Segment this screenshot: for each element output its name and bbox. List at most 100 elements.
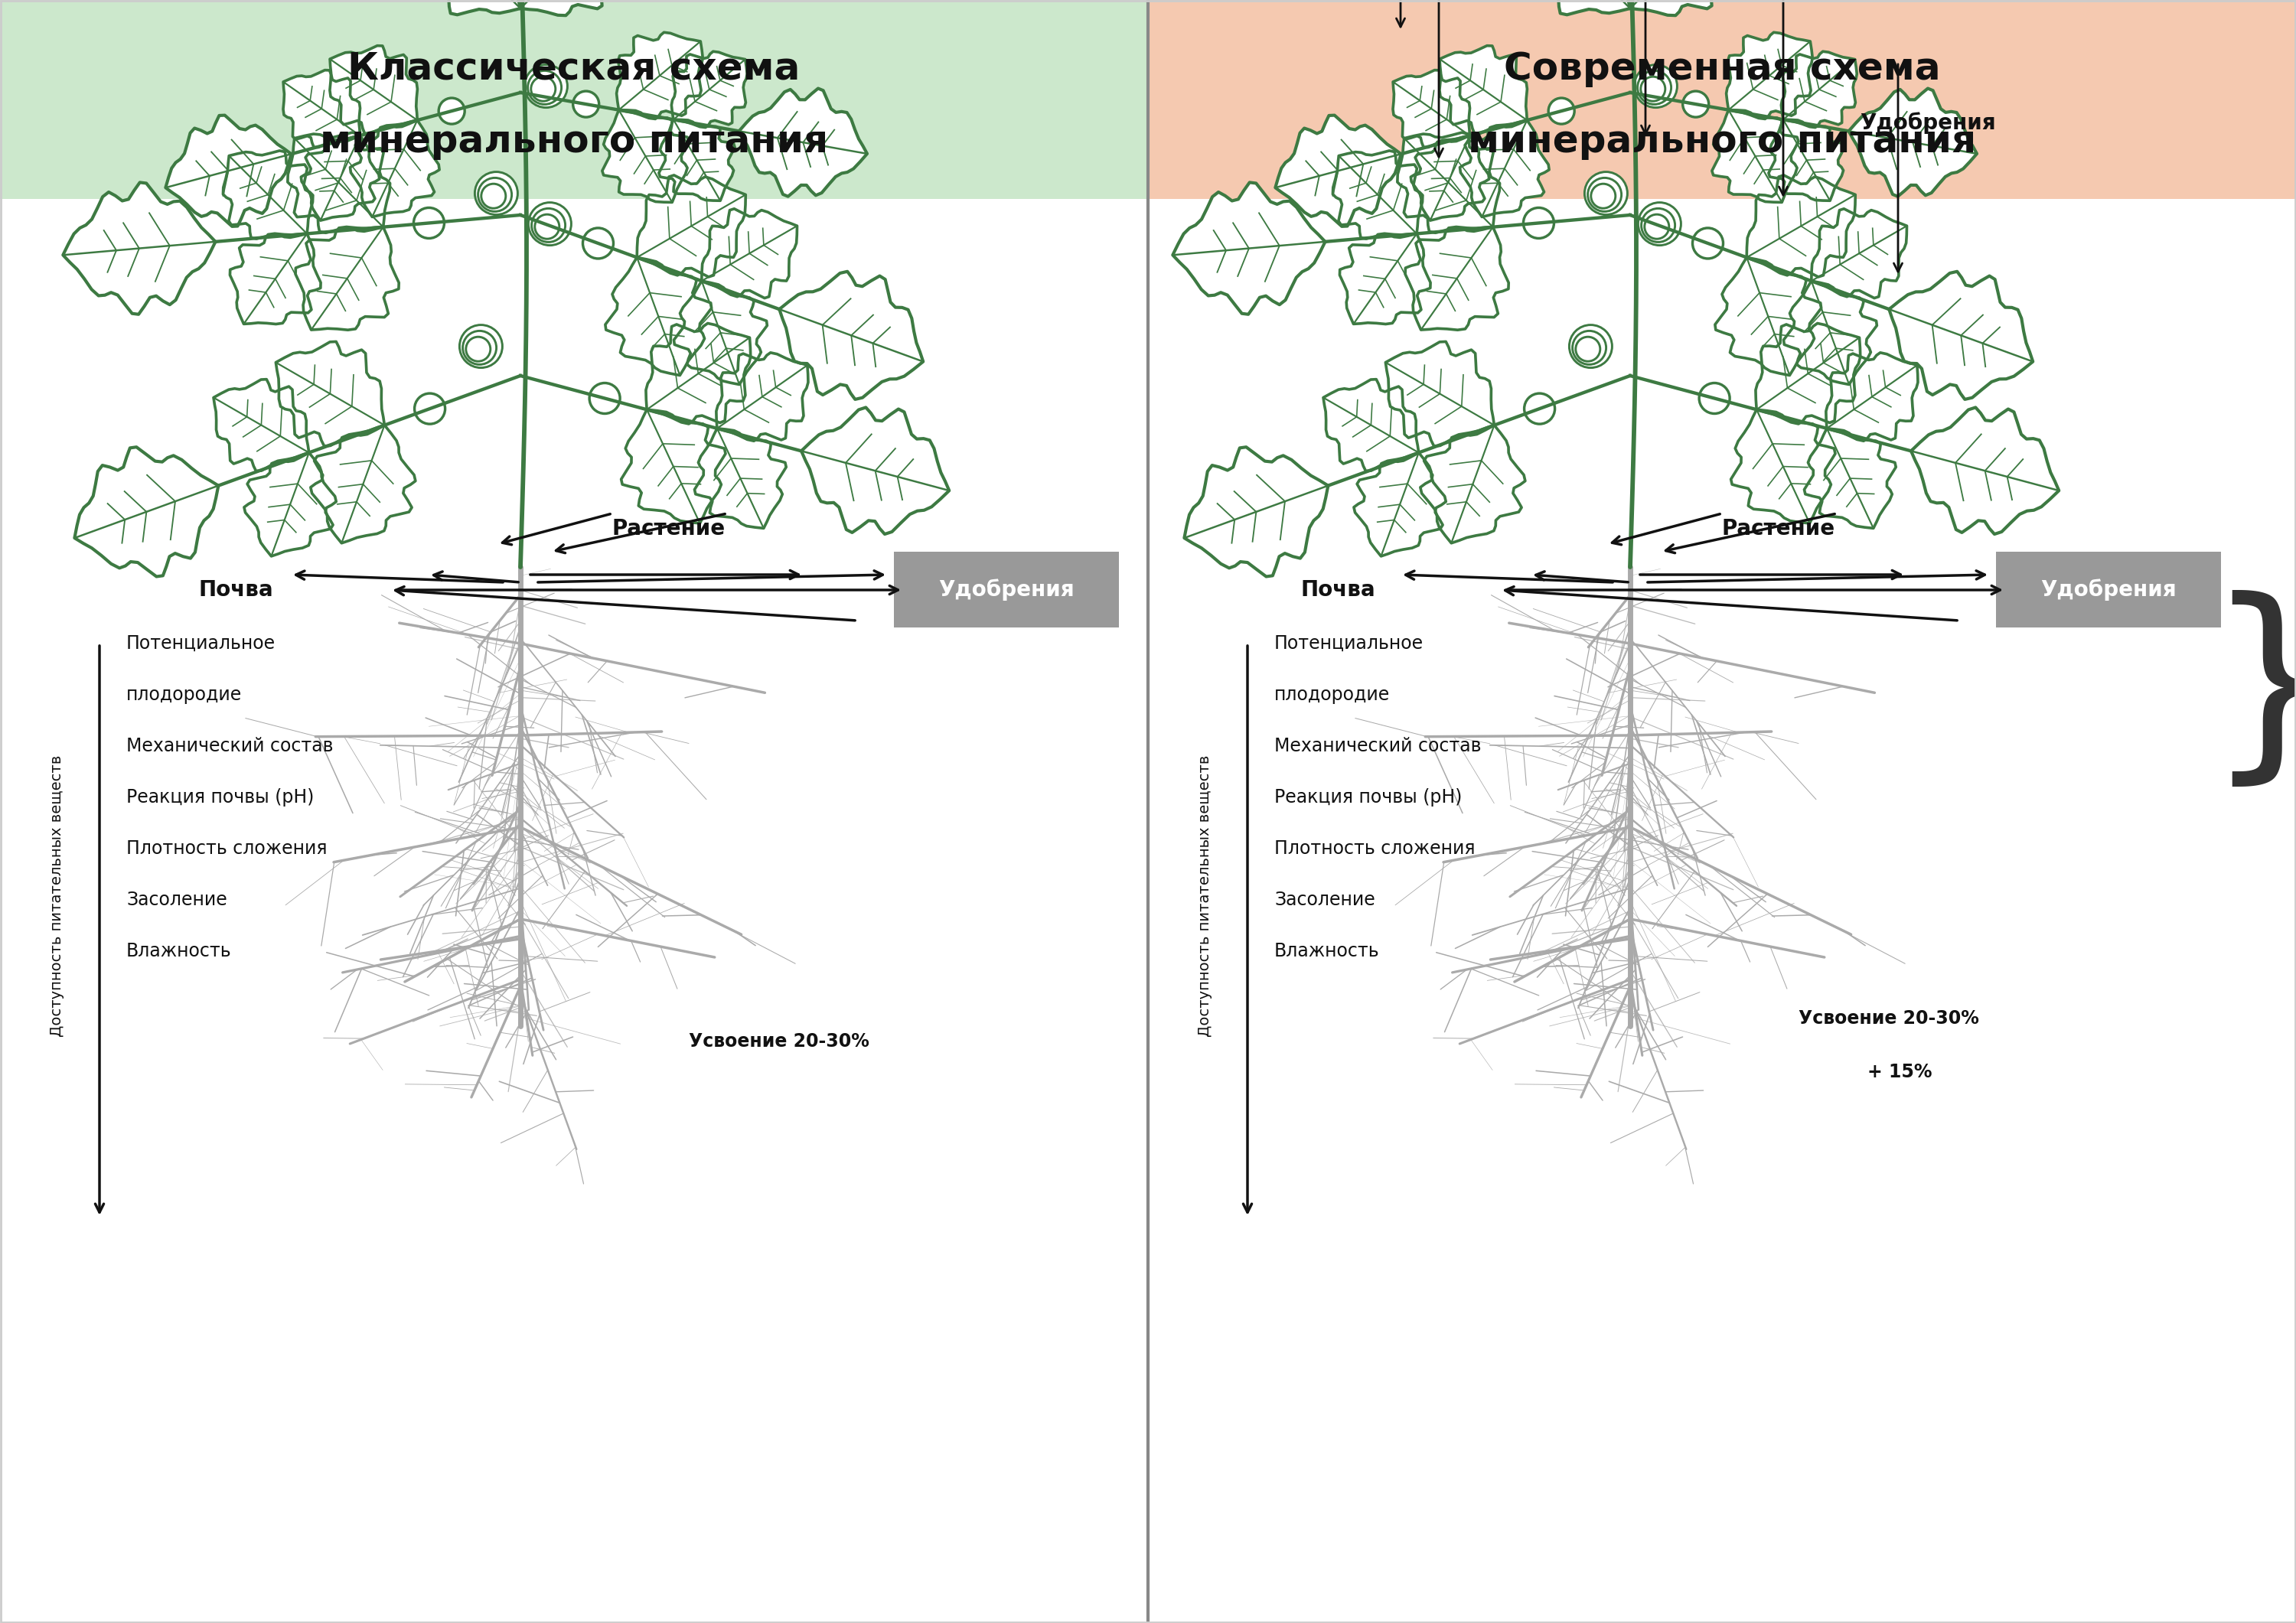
Polygon shape (602, 110, 689, 203)
Circle shape (530, 76, 556, 101)
Polygon shape (1405, 227, 1508, 329)
Polygon shape (1727, 32, 1812, 118)
Circle shape (1589, 179, 1621, 211)
Text: Удобрения: Удобрения (939, 579, 1075, 601)
Circle shape (583, 227, 613, 258)
Text: Доступность питательных веществ: Доступность питательных веществ (51, 755, 64, 1037)
Text: Засоление: Засоление (126, 891, 227, 909)
Polygon shape (223, 151, 312, 239)
Text: + 15%: + 15% (1867, 1063, 1933, 1081)
Polygon shape (1274, 115, 1401, 226)
Polygon shape (1398, 133, 1499, 232)
Text: минерального питания: минерального питания (1467, 123, 1977, 161)
Polygon shape (1421, 425, 1525, 544)
Text: Усвоение 20-30%: Усвоение 20-30% (1798, 1010, 1979, 1027)
Polygon shape (801, 407, 948, 534)
Text: Потенциальное: Потенциальное (1274, 635, 1424, 652)
Text: Влажность: Влажность (126, 941, 232, 961)
Polygon shape (673, 281, 767, 385)
Text: плодородие: плодородие (1274, 685, 1389, 704)
Text: Классическая схема: Классическая схема (347, 50, 801, 88)
Polygon shape (1825, 352, 1917, 441)
Polygon shape (1782, 52, 1857, 128)
Circle shape (1525, 393, 1554, 424)
Circle shape (475, 172, 517, 214)
Polygon shape (636, 175, 746, 278)
Polygon shape (645, 323, 751, 424)
Text: минерального питания: минерального питания (319, 123, 829, 161)
Text: Усвоение 20-30%: Усвоение 20-30% (689, 1032, 870, 1050)
Text: Реакция почвы (pH): Реакция почвы (pH) (1274, 789, 1463, 807)
Polygon shape (670, 52, 746, 128)
Text: Современная схема: Современная схема (1504, 50, 1940, 88)
Text: }: } (2206, 591, 2296, 797)
Polygon shape (276, 341, 383, 446)
Bar (0, 200, 2296, 1623)
Text: Механический состав: Механический состав (126, 737, 333, 755)
Text: Реакция почвы (pH): Реакция почвы (pH) (126, 789, 315, 807)
Polygon shape (287, 133, 390, 232)
Polygon shape (1756, 323, 1860, 424)
Polygon shape (1525, 0, 1637, 15)
Text: Доступность питательных веществ: Доступность питательных веществ (1199, 755, 1212, 1037)
Text: Влажность: Влажность (1274, 941, 1380, 961)
Polygon shape (1623, 0, 1729, 16)
Polygon shape (703, 209, 797, 299)
Circle shape (1642, 76, 1665, 101)
Polygon shape (416, 0, 528, 15)
Text: Почва: Почва (1302, 579, 1375, 601)
Text: Плотность сложения: Плотность сложения (126, 839, 326, 859)
Polygon shape (243, 453, 335, 557)
Polygon shape (349, 120, 439, 217)
Polygon shape (618, 32, 703, 118)
Polygon shape (73, 446, 218, 576)
Circle shape (1584, 172, 1628, 214)
Polygon shape (1784, 281, 1876, 385)
Bar (0, 0, 1148, 200)
FancyBboxPatch shape (893, 552, 1118, 628)
Polygon shape (514, 0, 618, 16)
Polygon shape (606, 258, 712, 375)
Polygon shape (165, 115, 292, 226)
Polygon shape (62, 182, 216, 315)
Polygon shape (331, 45, 418, 133)
Circle shape (439, 97, 464, 123)
Circle shape (1642, 208, 1676, 242)
Polygon shape (1747, 175, 1855, 278)
Text: плодородие: плодородие (126, 685, 241, 704)
Circle shape (1548, 97, 1575, 123)
Circle shape (1637, 71, 1671, 104)
Circle shape (1692, 227, 1722, 258)
Polygon shape (1394, 70, 1469, 148)
Polygon shape (659, 120, 735, 201)
Circle shape (1575, 338, 1600, 362)
Polygon shape (693, 428, 785, 527)
Circle shape (459, 325, 503, 368)
Circle shape (590, 383, 620, 414)
Circle shape (574, 91, 599, 117)
Polygon shape (1715, 258, 1821, 375)
Circle shape (1591, 183, 1616, 208)
Circle shape (533, 208, 565, 242)
Polygon shape (1410, 136, 1490, 221)
Polygon shape (1322, 380, 1419, 471)
Polygon shape (622, 409, 726, 523)
Circle shape (535, 214, 560, 239)
Text: Растение: Растение (1722, 518, 1835, 539)
Text: Удобрения: Удобрения (2041, 579, 2177, 601)
Circle shape (1573, 331, 1607, 365)
Text: Засоление: Засоление (1274, 891, 1375, 909)
Circle shape (416, 393, 445, 424)
Circle shape (478, 179, 512, 211)
Circle shape (1644, 214, 1669, 239)
Bar (1148, 0, 2296, 200)
Polygon shape (1890, 271, 2032, 399)
Circle shape (482, 183, 505, 208)
Circle shape (528, 203, 572, 245)
Circle shape (464, 331, 496, 365)
Circle shape (523, 65, 567, 107)
Text: Механический состав: Механический состав (1274, 737, 1481, 755)
Circle shape (528, 71, 563, 104)
Polygon shape (1185, 446, 1327, 576)
Circle shape (1699, 383, 1729, 414)
